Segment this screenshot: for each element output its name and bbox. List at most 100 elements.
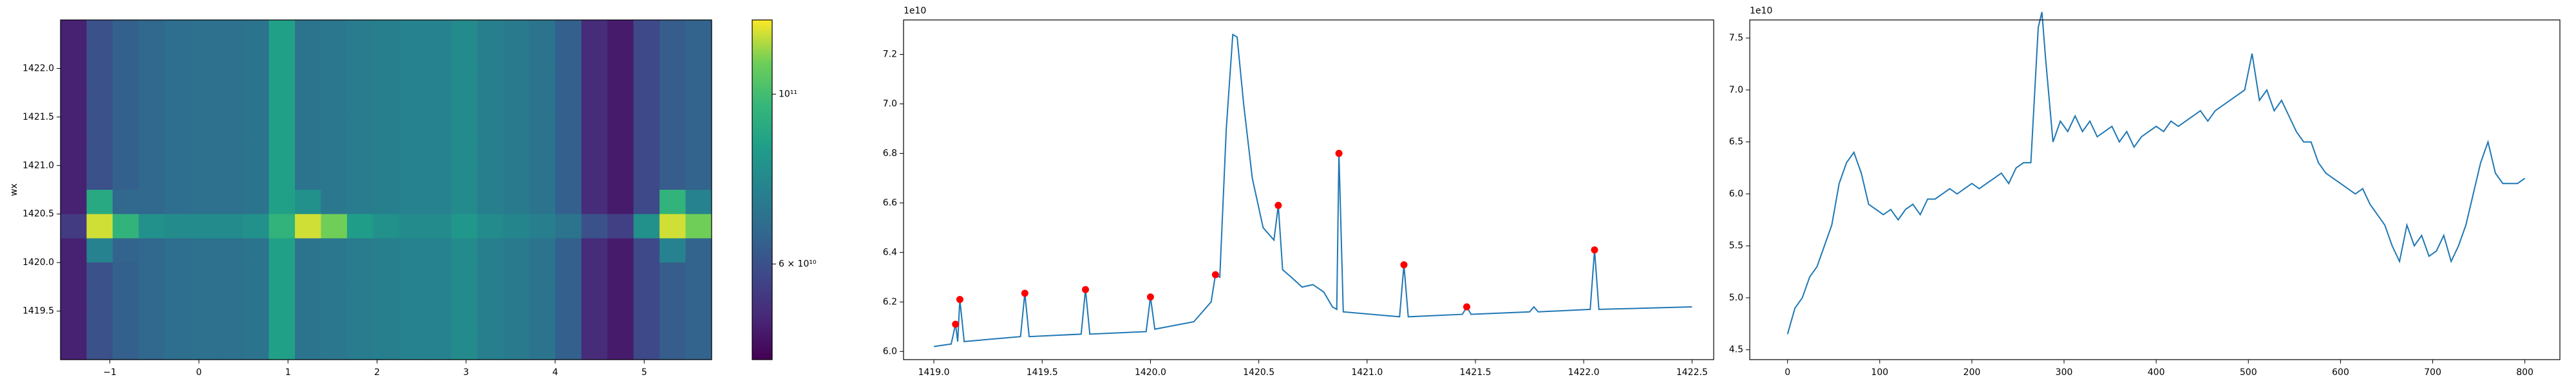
heatmap-cell [216, 116, 243, 142]
heatmap-cell [555, 335, 582, 360]
heatmap-cell [61, 44, 88, 69]
heatmap-cell [503, 190, 530, 215]
heatmap-cell [503, 335, 530, 360]
heatmap-cell [191, 20, 218, 45]
heatmap-cell [191, 238, 218, 263]
heatmap-cell [425, 335, 452, 360]
heatmap-cell [321, 286, 348, 312]
heatmap-cell [451, 214, 478, 239]
heatmap-cell [269, 165, 296, 190]
peak-marker [1400, 261, 1408, 269]
heatmap-cell [503, 116, 530, 142]
heatmap-cell [346, 68, 374, 93]
heatmap-cell [373, 190, 400, 215]
x-tick-label: 1420.5 [1243, 367, 1274, 378]
heatmap-cell [503, 44, 530, 69]
heatmap-cell [425, 93, 452, 118]
heatmap-cell [243, 141, 270, 166]
heatmap-cell [321, 141, 348, 166]
heatmap-cell [61, 190, 88, 215]
heatmap-cell [685, 335, 712, 360]
heatmap-cell [581, 214, 608, 239]
heatmap-cell [138, 20, 166, 45]
heatmap-cell [61, 286, 88, 312]
heatmap-cell [529, 238, 556, 263]
heatmap-cell [164, 214, 191, 239]
heatmap-cell [321, 93, 348, 118]
heatmap-cell [164, 335, 191, 360]
x-tick-label: 700 [2424, 367, 2441, 378]
heatmap-cell [451, 286, 478, 312]
heatmap-cell [294, 311, 321, 336]
y-tick-label: 7.2 [883, 49, 897, 59]
x-tick-label: 0 [1785, 367, 1790, 378]
heatmap-cell [373, 44, 400, 69]
heatmap-cell [191, 262, 218, 288]
heatmap-cell [269, 262, 296, 288]
heatmap-cell [659, 335, 687, 360]
y-tick-label: 5.0 [1729, 293, 1743, 303]
x-tick-label: 5 [641, 367, 647, 378]
heatmap-cell [399, 68, 426, 93]
heatmap-cell [555, 165, 582, 190]
heatmap-cell [269, 93, 296, 118]
heatmap-cell [425, 311, 452, 336]
heatmap-cell [503, 20, 530, 45]
heatmap-cell [581, 286, 608, 312]
heatmap-cell [243, 20, 270, 45]
heatmap-cell [555, 286, 582, 312]
heatmap-cell [399, 93, 426, 118]
heatmap-cell [425, 141, 452, 166]
axes-frame [60, 19, 712, 360]
heatmap-cell [529, 93, 556, 118]
x-tick-label: 1421.0 [1351, 367, 1383, 378]
y-tick-label: 7.0 [883, 98, 897, 109]
heatmap-cell [191, 214, 218, 239]
heatmap-cell [503, 238, 530, 263]
heatmap-cell [633, 214, 660, 239]
peak-marker [1082, 286, 1090, 293]
heatmap-cell [269, 116, 296, 142]
y-tick-label: 1420.5 [23, 209, 54, 219]
heatmap-cell [112, 214, 139, 239]
heatmap-cell [503, 311, 530, 336]
heatmap-cell [607, 116, 634, 142]
heatmap-cell [555, 20, 582, 45]
heatmap-cell [659, 20, 687, 45]
heatmap-cell [399, 262, 426, 288]
peak-marker [1211, 271, 1219, 279]
heatmap-cell [346, 286, 374, 312]
y-tick-label: 6.2 [883, 297, 897, 307]
heatmap-cell [451, 190, 478, 215]
heatmap-cell [399, 116, 426, 142]
heatmap-cell [138, 262, 166, 288]
heatmap-cell [164, 190, 191, 215]
heatmap-cell [216, 238, 243, 263]
heatmap-cell [216, 335, 243, 360]
heatmap-cell [373, 20, 400, 45]
heatmap-cell [477, 238, 504, 263]
heatmap-cell [164, 262, 191, 288]
heatmap-cell [164, 68, 191, 93]
heatmap-cell [685, 116, 712, 142]
x-tick-label: 400 [2148, 367, 2165, 378]
heatmap-cell [685, 214, 712, 239]
heatmap-cell [346, 214, 374, 239]
heatmap-cell [451, 68, 478, 93]
heatmap-cell [477, 141, 504, 166]
heatmap-cell [86, 286, 113, 312]
heatmap-cell [399, 335, 426, 360]
heatmap-cell [216, 20, 243, 45]
y-tick-label: 6.4 [883, 247, 897, 257]
heatmap-cell [399, 311, 426, 336]
heatmap-cell [477, 68, 504, 93]
heatmap-cell [477, 262, 504, 288]
heatmap-cell [321, 238, 348, 263]
y-tick-label: 6.0 [883, 346, 897, 356]
heatmap-cell [607, 262, 634, 288]
heatmap-cell [451, 311, 478, 336]
y-tick-label: 1421.0 [23, 160, 54, 170]
heatmap-cell [269, 68, 296, 93]
heatmap-cell [373, 141, 400, 166]
y-tick-label: 7.5 [1729, 33, 1743, 43]
